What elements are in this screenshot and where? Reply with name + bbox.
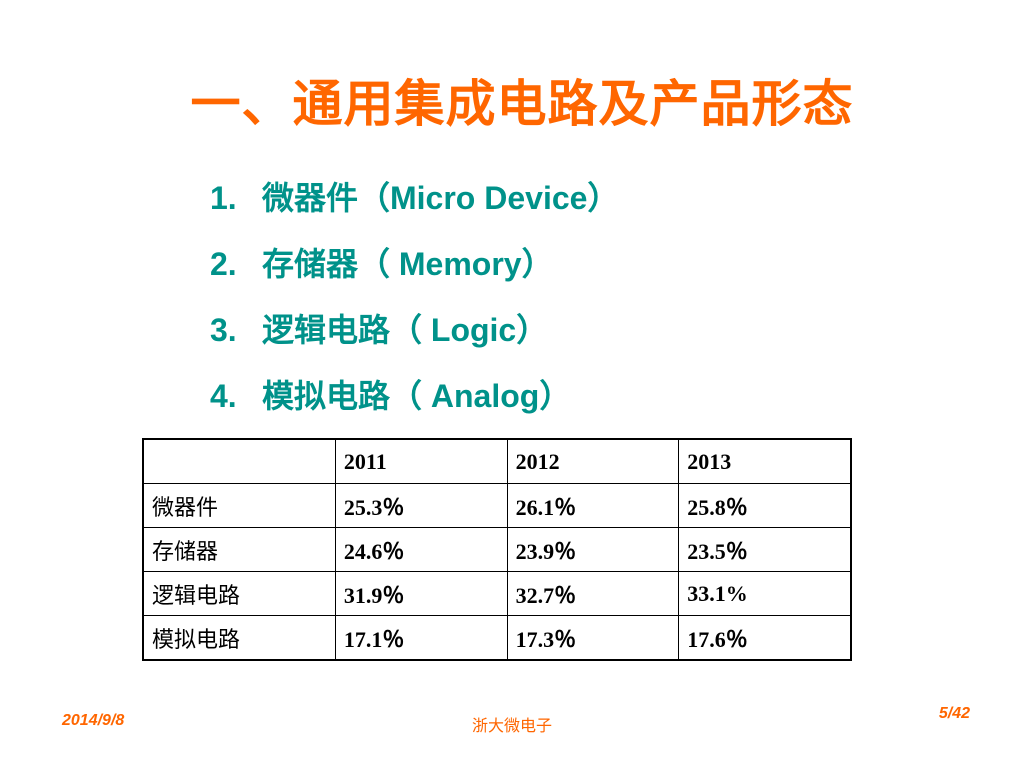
list-item-text: 微器件（Micro Device）: [262, 180, 620, 216]
list-item: 2. 存储器（ Memory）: [210, 234, 619, 300]
slide-title: 一、通用集成电路及产品形态: [190, 75, 854, 133]
table-row-label: 逻辑电路: [142, 571, 336, 616]
table-row-label: 存储器: [142, 527, 336, 572]
table-cell: 25.3％: [334, 483, 508, 528]
list-item-text: 逻辑电路（ Logic）: [262, 312, 549, 348]
list-item-number: 2.: [210, 246, 237, 282]
market-share-table: 2011 2012 2013 微器件 25.3％ 26.1％ 25.8％ 存储器…: [142, 438, 852, 661]
table-row: 存储器 24.6％ 23.9％ 23.5％: [142, 527, 852, 572]
footer-date: 2014/9/8: [62, 712, 125, 729]
table-header-cell: 2013: [678, 438, 852, 484]
list-item: 3. 逻辑电路（ Logic）: [210, 300, 619, 366]
table-header-cell-empty: [142, 438, 336, 484]
table-cell: 17.3％: [506, 615, 680, 661]
list-item-number: 4.: [210, 378, 237, 414]
page-number: 5/42: [938, 705, 970, 722]
table-cell: 25.8％: [678, 483, 852, 528]
table-cell: 31.9％: [334, 571, 508, 616]
table-header-row: 2011 2012 2013: [142, 438, 852, 484]
table-cell: 24.6％: [334, 527, 508, 572]
table-cell: 17.1％: [334, 615, 508, 661]
list-item-number: 3.: [210, 312, 237, 348]
list-item-number: 1.: [210, 180, 237, 216]
list-item: 4. 模拟电路（ Analog）: [210, 366, 619, 432]
table-cell: 26.1％: [506, 483, 680, 528]
list-item-text: 模拟电路（ Analog）: [262, 378, 572, 414]
table-cell: 33.1%: [678, 571, 852, 616]
table-row: 逻辑电路 31.9％ 32.7％ 33.1%: [142, 571, 852, 616]
category-list: 1. 微器件（Micro Device） 2. 存储器（ Memory） 3. 逻辑电…: [210, 168, 619, 432]
table-header-cell: 2011: [334, 438, 508, 484]
list-item-text: 存储器（ Memory）: [262, 246, 554, 282]
list-item: 1. 微器件（Micro Device）: [210, 168, 619, 234]
table-cell: 23.9％: [506, 527, 680, 572]
table-header-cell: 2012: [506, 438, 680, 484]
table-row-label: 模拟电路: [142, 615, 336, 661]
table-row-label: 微器件: [142, 483, 336, 528]
table-row: 模拟电路 17.1％ 17.3％ 17.6％: [142, 615, 852, 661]
table-cell: 17.6％: [678, 615, 852, 661]
table-cell: 32.7％: [506, 571, 680, 616]
footer-org: 浙大微电子: [471, 716, 552, 735]
table-row: 微器件 25.3％ 26.1％ 25.8％: [142, 483, 852, 528]
table-cell: 23.5％: [678, 527, 852, 572]
